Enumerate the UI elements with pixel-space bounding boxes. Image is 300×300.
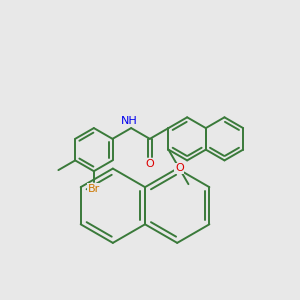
Text: O: O [175, 163, 184, 173]
Text: O: O [146, 159, 154, 169]
Text: NH: NH [121, 116, 138, 126]
Text: Br: Br [88, 184, 100, 194]
